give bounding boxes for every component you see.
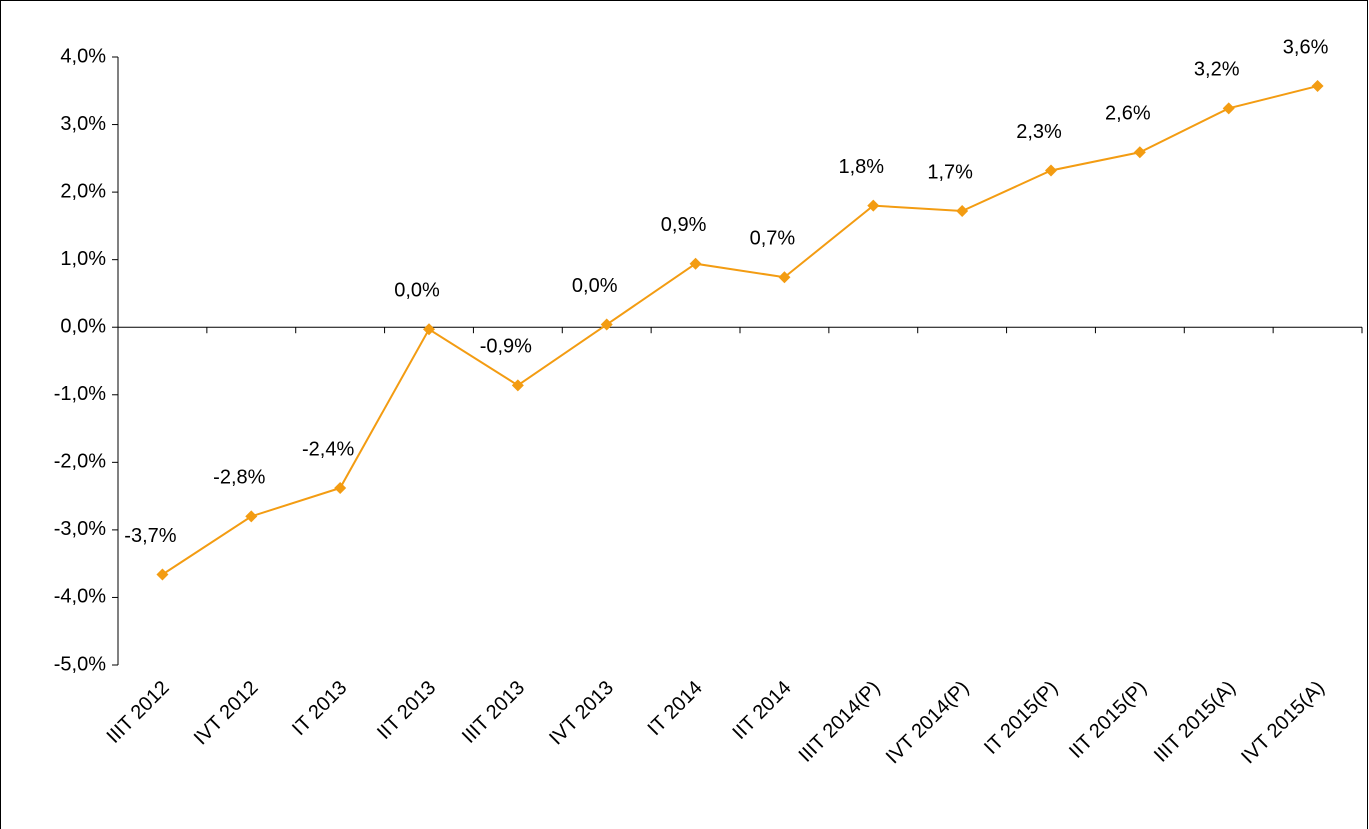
line	[161, 85, 1318, 576]
y-tick-label: -2,0%	[54, 451, 106, 473]
y-tick-label: 2,0%	[60, 180, 106, 202]
data-label: 3,2%	[1194, 59, 1240, 81]
data-label: -2,4%	[302, 438, 354, 460]
marker	[1133, 146, 1146, 159]
data-label: 0,0%	[572, 275, 618, 297]
x-tick-label: IVT 2015(A)	[1237, 677, 1329, 769]
x-tick-label: IIIT 2015(A)	[1150, 677, 1240, 767]
y-tick-label: -5,0%	[54, 653, 106, 675]
x-tick-label: IIT 2014	[729, 677, 796, 744]
y-tick-label: -4,0%	[54, 586, 106, 608]
x-tick-label: IIIT 2013	[458, 677, 529, 748]
marker	[956, 205, 969, 218]
x-tick-label: IIT 2013	[373, 677, 440, 744]
marker	[689, 257, 702, 270]
data-label: 2,6%	[1105, 103, 1151, 125]
y-tick-label: 0,0%	[60, 316, 106, 338]
x-tick-label: IVT 2014(P)	[882, 677, 974, 769]
data-label: -2,8%	[213, 467, 265, 489]
data-label: 0,0%	[394, 280, 440, 302]
x-tick-label: IIIT 2014(P)	[795, 677, 885, 767]
marker	[778, 271, 791, 284]
marker	[1045, 164, 1057, 177]
data-label: 1,7%	[927, 161, 973, 183]
y-tick-label: 1,0%	[60, 248, 106, 270]
data-label: -0,9%	[480, 336, 532, 358]
data-label: -3,7%	[124, 525, 176, 547]
data-label: 2,3%	[1016, 121, 1062, 143]
marker	[867, 199, 880, 212]
x-tick-label: IT 2014	[644, 677, 707, 740]
y-tick-label: -3,0%	[54, 518, 106, 540]
marker	[423, 323, 435, 336]
data-label: 0,7%	[750, 228, 796, 250]
marker	[1222, 102, 1235, 115]
x-tick-label: IVT 2013	[545, 677, 618, 750]
y-tick-label: 3,0%	[60, 113, 106, 135]
marker	[511, 379, 524, 392]
y-tick-label: -1,0%	[54, 383, 106, 405]
data-label: 3,6%	[1283, 36, 1329, 58]
x-tick-label: IIIT 2012	[103, 677, 174, 748]
marker	[1311, 80, 1324, 93]
marker	[156, 568, 169, 581]
data-label: 1,8%	[838, 156, 884, 178]
x-tick-label: IVT 2012	[190, 677, 263, 750]
data-label: 0,9%	[661, 214, 707, 236]
marker	[600, 318, 613, 331]
marker	[245, 510, 258, 523]
marker	[334, 482, 347, 495]
x-tick-label: IT 2015(P)	[980, 677, 1062, 759]
x-tick-label: IIT 2015(P)	[1065, 677, 1151, 763]
y-tick-label: 4,0%	[60, 45, 106, 67]
x-tick-label: IT 2013	[288, 677, 351, 740]
